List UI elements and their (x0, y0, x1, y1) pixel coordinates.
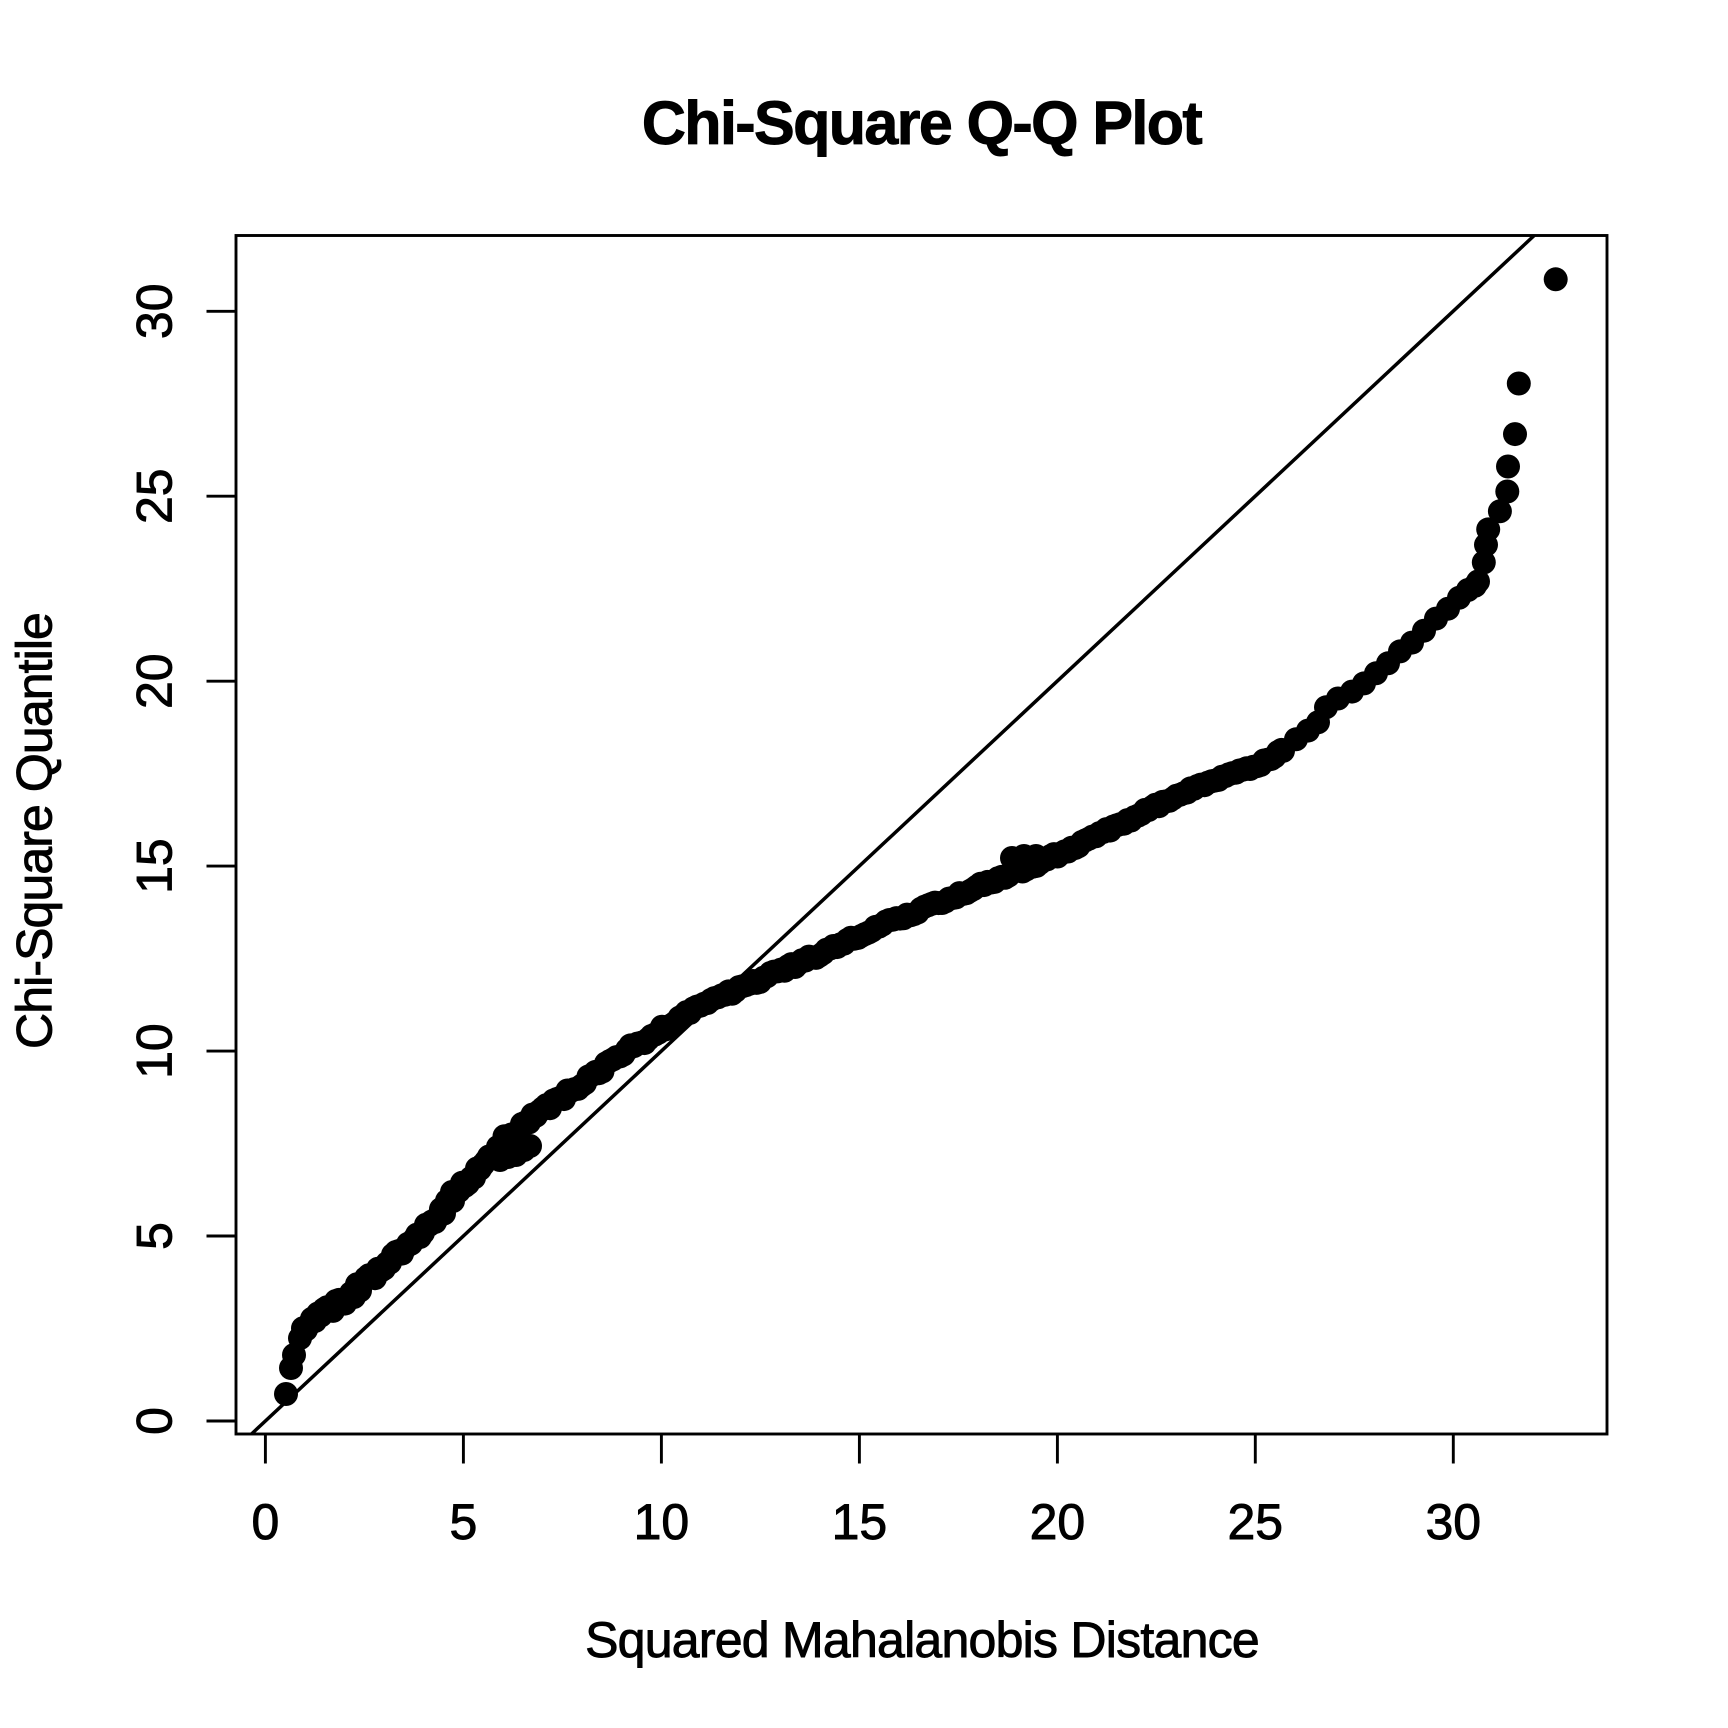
svg-text:0: 0 (251, 1494, 279, 1550)
svg-text:5: 5 (449, 1494, 477, 1550)
svg-text:30: 30 (1425, 1494, 1481, 1550)
svg-text:20: 20 (127, 653, 183, 709)
svg-text:Chi-Square Q-Q Plot: Chi-Square Q-Q Plot (642, 89, 1203, 157)
svg-text:25: 25 (1227, 1494, 1283, 1550)
svg-text:5: 5 (127, 1222, 183, 1250)
svg-text:10: 10 (127, 1023, 183, 1079)
svg-text:25: 25 (127, 468, 183, 524)
svg-text:20: 20 (1030, 1494, 1086, 1550)
svg-text:10: 10 (634, 1494, 690, 1550)
svg-text:Chi-Square Quantile: Chi-Square Quantile (7, 613, 63, 1049)
svg-text:15: 15 (832, 1494, 888, 1550)
svg-text:15: 15 (127, 838, 183, 894)
svg-text:30: 30 (127, 283, 183, 339)
svg-text:0: 0 (127, 1407, 183, 1435)
svg-text:Squared Mahalanobis Distance: Squared Mahalanobis Distance (585, 1612, 1259, 1668)
